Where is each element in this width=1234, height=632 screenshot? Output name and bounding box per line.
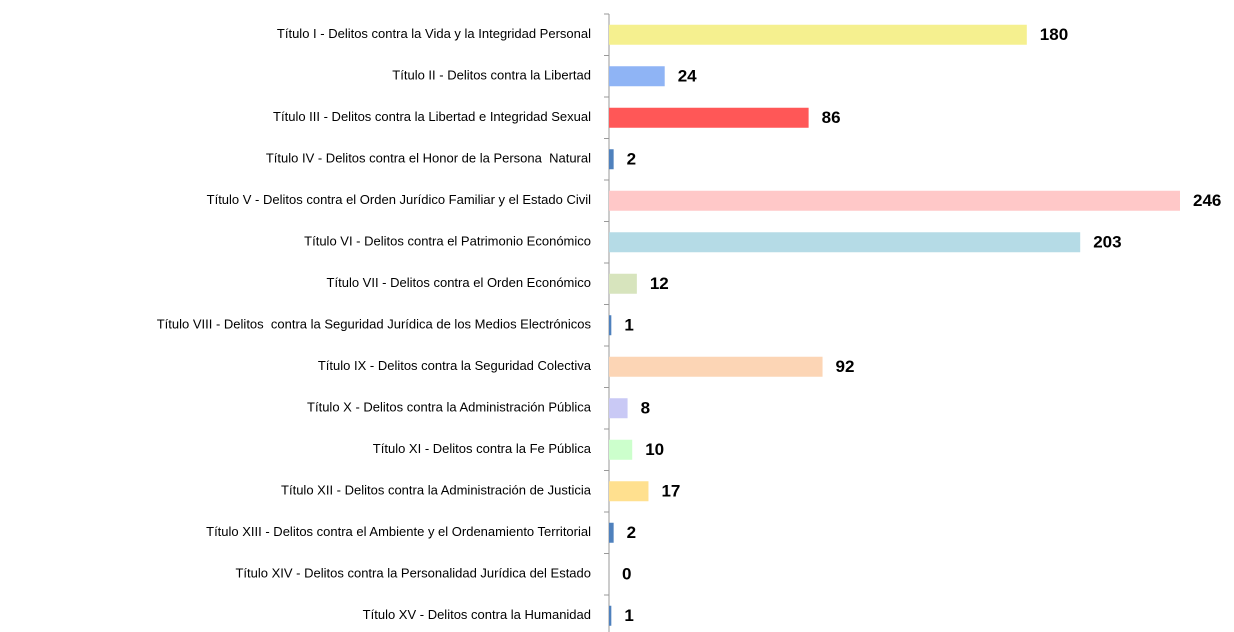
category-label: Título XIV - Delitos contra la Personali… xyxy=(235,566,591,581)
category-label: Título X - Delitos contra la Administrac… xyxy=(307,400,592,415)
value-label: 180 xyxy=(1040,25,1068,44)
category-label: Título V - Delitos contra el Orden Juríd… xyxy=(207,192,591,207)
category-label: Título II - Delitos contra la Libertad xyxy=(392,68,591,83)
value-label: 0 xyxy=(622,565,631,584)
bar xyxy=(609,190,1180,211)
value-label: 24 xyxy=(678,67,697,86)
bar xyxy=(609,398,628,419)
value-label: 12 xyxy=(650,274,669,293)
bar xyxy=(609,66,665,87)
bar xyxy=(609,315,612,336)
bar xyxy=(609,232,1081,253)
category-label: Título IV - Delitos contra el Honor de l… xyxy=(266,151,591,166)
category-label: Título VIII - Delitos contra la Segurida… xyxy=(157,317,592,332)
value-label: 246 xyxy=(1193,191,1221,210)
bar xyxy=(609,522,614,543)
value-label: 10 xyxy=(645,440,664,459)
category-label: Título I - Delitos contra la Vida y la I… xyxy=(277,26,591,41)
category-label: Título VI - Delitos contra el Patrimonio… xyxy=(304,234,591,249)
bar xyxy=(609,605,612,626)
bar xyxy=(609,439,633,460)
value-label: 17 xyxy=(661,482,680,501)
category-label: Título XIII - Delitos contra el Ambiente… xyxy=(206,524,591,539)
value-label: 2 xyxy=(627,150,636,169)
category-label: Título VII - Delitos contra el Orden Eco… xyxy=(327,275,591,290)
category-label: Título XV - Delitos contra la Humanidad xyxy=(363,607,591,622)
bar xyxy=(609,24,1027,45)
bar xyxy=(609,356,823,377)
category-label: Título III - Delitos contra la Libertad … xyxy=(273,109,591,124)
category-label: Título XI - Delitos contra la Fe Pública xyxy=(373,441,592,456)
value-label: 92 xyxy=(836,357,855,376)
category-label: Título XII - Delitos contra la Administr… xyxy=(281,483,592,498)
bar xyxy=(609,481,649,502)
value-label: 1 xyxy=(624,606,633,625)
value-label: 203 xyxy=(1093,233,1121,252)
value-label: 1 xyxy=(624,316,633,335)
bar xyxy=(609,107,809,128)
bar xyxy=(609,149,614,170)
bar xyxy=(609,273,637,294)
value-label: 86 xyxy=(822,108,841,127)
category-label: Título IX - Delitos contra la Seguridad … xyxy=(318,358,592,373)
value-label: 2 xyxy=(627,523,636,542)
value-label: 8 xyxy=(641,399,650,418)
